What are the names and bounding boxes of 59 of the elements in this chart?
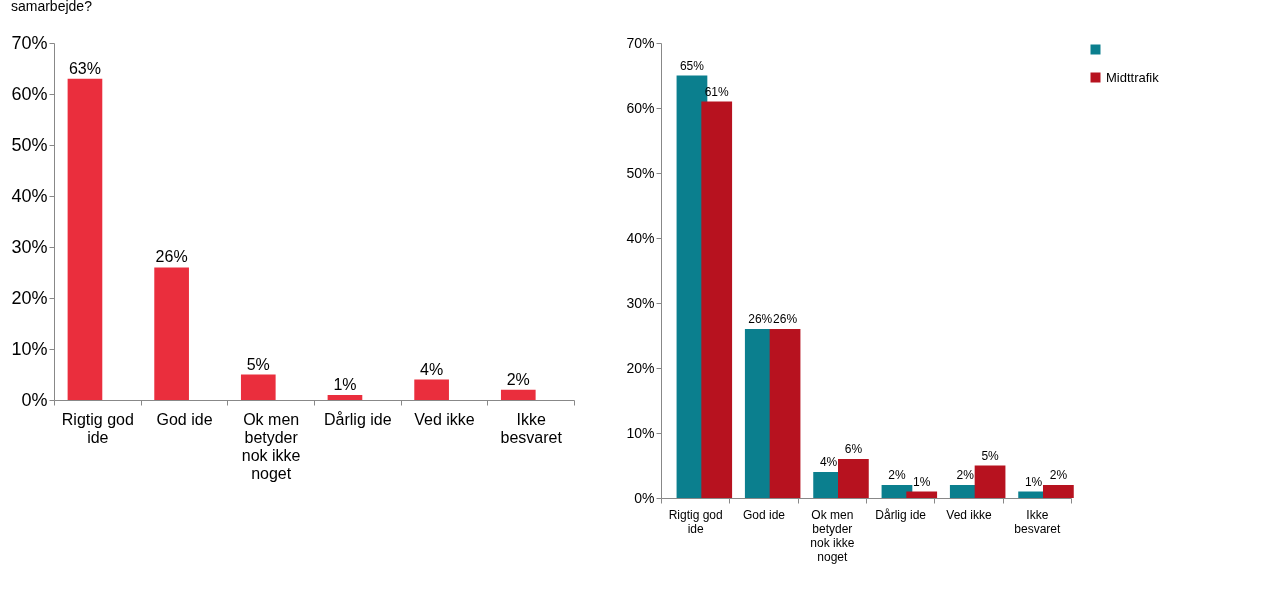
y-tick-label: 30% <box>11 236 48 257</box>
data-label: 26% <box>773 312 798 326</box>
x-tick-label: God ide <box>156 410 213 428</box>
data-label: 26% <box>155 248 188 266</box>
data-label: 5% <box>246 355 270 373</box>
x-tick-label: Ok men betyder nok ikke noget <box>810 507 855 564</box>
data-label: 2% <box>888 468 906 482</box>
bar <box>1043 485 1074 498</box>
y-tick-label: 60% <box>626 99 655 116</box>
x-tick-label: Rigtig god ide <box>61 410 134 446</box>
bar <box>67 78 103 400</box>
y-tick-label: 70% <box>11 32 48 53</box>
chart-title: samarbejde? <box>10 0 93 14</box>
x-tick-label: God ide <box>742 507 786 522</box>
y-tick-label: 40% <box>626 229 655 246</box>
y-tick-label: 20% <box>11 287 48 308</box>
bar <box>838 459 869 498</box>
bar <box>906 491 938 498</box>
bar <box>414 379 449 400</box>
y-tick-label: 40% <box>11 185 48 206</box>
data-label: 2% <box>1049 468 1068 482</box>
x-tick-label: Ved ikke <box>946 507 992 522</box>
y-tick-label: 60% <box>11 83 48 104</box>
x-tick-label: Rigtig god ide <box>668 507 723 536</box>
y-tick-label: 10% <box>11 338 48 359</box>
data-label: 4% <box>420 360 444 378</box>
y-tick-label: 70% <box>626 34 655 51</box>
data-label: 26% <box>748 312 773 326</box>
data-label: 1% <box>1024 474 1043 489</box>
data-label: 65% <box>679 58 705 73</box>
x-tick-label: Dårlig ide <box>875 507 927 522</box>
y-tick-label: 10% <box>626 424 655 441</box>
x-tick-label: Dårlig ide <box>324 410 392 428</box>
x-tick-label: Ved ikke <box>414 410 475 428</box>
data-label: 1% <box>333 375 357 393</box>
bar <box>500 389 536 400</box>
legend-label: Midttrafik <box>1106 69 1160 85</box>
bar <box>974 465 1006 498</box>
bar <box>701 101 733 498</box>
y-tick-label: 20% <box>626 359 655 376</box>
bar <box>327 394 363 400</box>
bar <box>240 374 276 400</box>
x-tick-label: Ikke besvaret <box>500 410 563 446</box>
y-tick-label: 50% <box>626 164 655 181</box>
x-tick-label: Ok men betyder nok ikke noget <box>241 410 301 482</box>
data-label: 2% <box>956 468 975 482</box>
bar <box>154 267 189 400</box>
bar <box>769 329 801 498</box>
data-label: 2% <box>506 370 530 388</box>
data-label: 5% <box>981 448 1000 463</box>
data-label: 63% <box>68 59 101 77</box>
y-tick-label: 30% <box>626 294 655 311</box>
y-tick-label: 50% <box>11 134 48 155</box>
data-label: 6% <box>844 442 863 456</box>
y-tick-label: 0% <box>634 489 655 506</box>
x-tick-label: Ikke besvaret <box>1014 507 1062 536</box>
data-label: 1% <box>913 474 931 489</box>
data-label: 4% <box>819 455 838 469</box>
y-tick-label: 0% <box>21 389 48 410</box>
